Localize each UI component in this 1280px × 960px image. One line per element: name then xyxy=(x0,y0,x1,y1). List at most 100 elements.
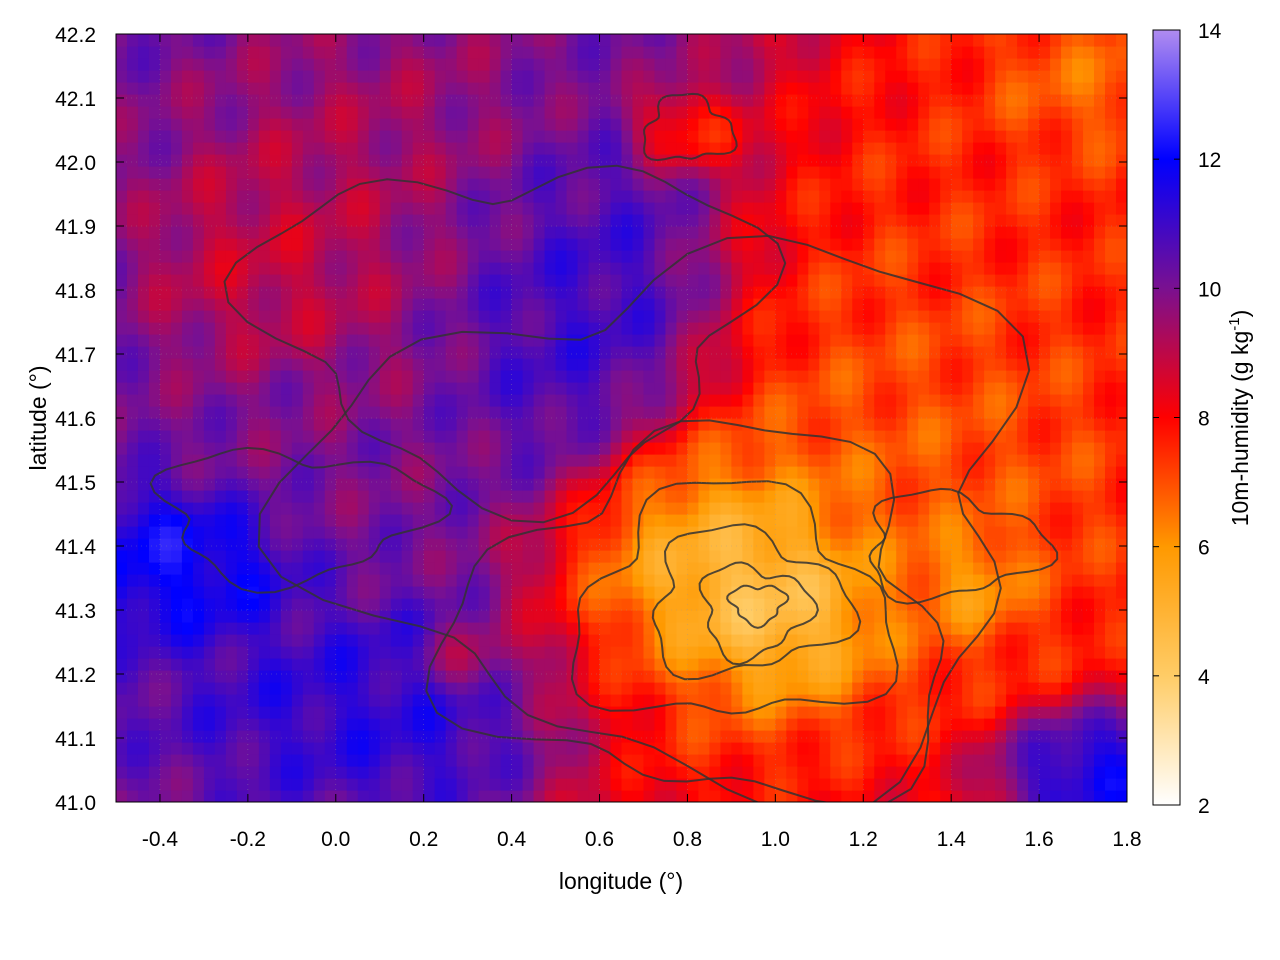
heatmap-cell xyxy=(236,478,249,491)
heatmap-cell xyxy=(159,382,172,395)
heatmap-cell xyxy=(478,730,491,743)
heatmap-cell xyxy=(302,646,315,659)
heatmap-cell xyxy=(764,442,776,455)
heatmap-cell xyxy=(170,430,183,443)
heatmap-cell xyxy=(192,166,205,179)
heatmap-cell xyxy=(456,550,469,563)
heatmap-cell xyxy=(456,694,469,707)
heatmap-cell xyxy=(654,622,667,635)
heatmap-cell xyxy=(489,166,502,179)
heatmap-cell xyxy=(874,34,886,47)
heatmap-cell xyxy=(412,694,425,707)
heatmap-cell xyxy=(379,298,392,311)
heatmap-cell xyxy=(544,142,557,155)
heatmap-cell xyxy=(753,562,765,575)
heatmap-cell xyxy=(302,130,315,143)
heatmap-cell xyxy=(643,322,656,335)
heatmap-cell xyxy=(137,466,150,479)
heatmap-cell xyxy=(918,58,930,71)
heatmap-cell xyxy=(247,490,260,503)
heatmap-cell xyxy=(555,154,568,167)
heatmap-cell xyxy=(269,358,282,371)
heatmap-cell xyxy=(885,154,897,167)
heatmap-cell xyxy=(775,82,787,95)
heatmap-cell xyxy=(555,514,568,527)
heatmap-cell xyxy=(654,130,667,143)
heatmap-cell xyxy=(116,394,128,407)
heatmap-cell xyxy=(874,406,886,419)
heatmap-cell xyxy=(401,94,414,107)
heatmap-cell xyxy=(676,418,689,431)
heatmap-cell xyxy=(907,526,919,539)
heatmap-cell xyxy=(621,766,634,779)
heatmap-cell xyxy=(698,382,711,395)
heatmap-cell xyxy=(357,334,370,347)
heatmap-cell xyxy=(566,454,579,467)
heatmap-cell xyxy=(434,454,447,467)
heatmap-cell xyxy=(346,538,359,551)
heatmap-cell xyxy=(511,658,524,671)
heatmap-cell xyxy=(720,622,732,635)
heatmap-cell xyxy=(412,610,425,623)
heatmap-cell xyxy=(390,154,403,167)
heatmap-cell xyxy=(610,238,623,251)
heatmap-cell xyxy=(335,322,348,335)
heatmap-cell xyxy=(126,82,139,95)
heatmap-cell xyxy=(951,406,963,419)
heatmap-cell xyxy=(731,610,743,623)
heatmap-cell xyxy=(159,118,172,131)
heatmap-cell xyxy=(808,118,820,131)
heatmap-cell xyxy=(841,82,853,95)
heatmap-cell xyxy=(676,514,689,527)
heatmap-cell xyxy=(896,154,908,167)
heatmap-cell xyxy=(885,94,897,107)
heatmap-cell xyxy=(775,286,787,299)
heatmap-cell xyxy=(544,166,557,179)
heatmap-cell xyxy=(764,634,776,647)
heatmap-cell xyxy=(918,70,930,83)
heatmap-cell xyxy=(577,94,590,107)
heatmap-cell xyxy=(280,490,293,503)
heatmap-cell xyxy=(467,502,480,515)
heatmap-cell xyxy=(742,634,754,647)
heatmap-cell xyxy=(478,322,491,335)
heatmap-cell xyxy=(731,646,743,659)
heatmap-cell xyxy=(434,262,447,275)
heatmap-cell xyxy=(225,490,238,503)
heatmap-cell xyxy=(808,634,820,647)
heatmap-cell xyxy=(346,274,359,287)
heatmap-cell xyxy=(203,526,216,539)
heatmap-cell xyxy=(302,478,315,491)
heatmap-cell xyxy=(500,466,513,479)
heatmap-cell xyxy=(610,298,623,311)
heatmap-cell xyxy=(951,226,963,239)
heatmap-cell xyxy=(709,394,721,407)
heatmap-cell xyxy=(368,646,381,659)
heatmap-cell xyxy=(610,46,623,59)
heatmap-cell xyxy=(379,118,392,131)
heatmap-cell xyxy=(621,106,634,119)
heatmap-cell xyxy=(786,142,798,155)
heatmap-cell xyxy=(786,418,798,431)
heatmap-cell xyxy=(852,454,864,467)
heatmap-cell xyxy=(951,502,963,515)
heatmap-cell xyxy=(852,166,864,179)
heatmap-cell xyxy=(379,94,392,107)
heatmap-cell xyxy=(159,742,172,755)
heatmap-cell xyxy=(676,226,689,239)
heatmap-cell xyxy=(357,58,370,71)
heatmap-cell xyxy=(764,502,776,515)
heatmap-cell xyxy=(720,406,732,419)
heatmap-cell xyxy=(709,250,721,263)
heatmap-cell xyxy=(731,226,743,239)
heatmap-cell xyxy=(720,586,732,599)
heatmap-cell xyxy=(687,538,700,551)
heatmap-cell xyxy=(665,214,678,227)
heatmap-cell xyxy=(599,490,612,503)
heatmap-cell xyxy=(269,790,282,802)
heatmap-cell xyxy=(687,190,700,203)
heatmap-cell xyxy=(588,298,601,311)
heatmap-cell xyxy=(522,742,535,755)
heatmap-cell xyxy=(830,70,842,83)
heatmap-cell xyxy=(610,754,623,767)
